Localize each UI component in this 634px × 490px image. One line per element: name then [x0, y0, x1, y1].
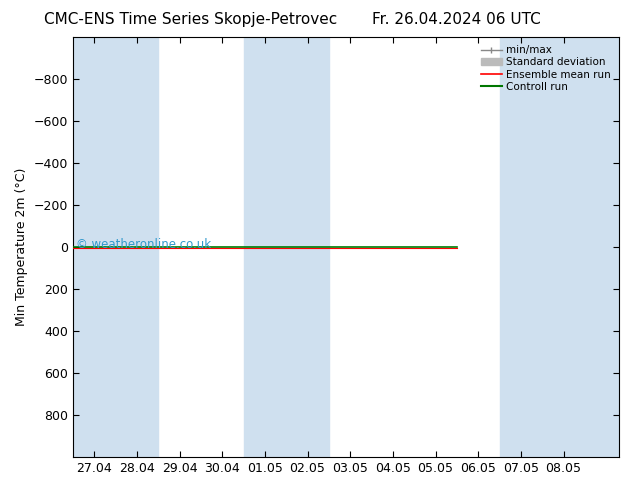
Bar: [500, 37, 585, 457]
Legend: min/max, Standard deviation, Ensemble mean run, Controll run: min/max, Standard deviation, Ensemble me…: [478, 42, 614, 95]
Text: © weatheronline.co.uk: © weatheronline.co.uk: [75, 239, 210, 251]
Bar: [243, 37, 329, 457]
Bar: [73, 37, 158, 457]
Text: Fr. 26.04.2024 06 UTC: Fr. 26.04.2024 06 UTC: [372, 12, 541, 27]
Bar: [585, 37, 628, 457]
Y-axis label: Min Temperature 2m (°C): Min Temperature 2m (°C): [15, 168, 28, 326]
Text: CMC-ENS Time Series Skopje-Petrovec: CMC-ENS Time Series Skopje-Petrovec: [44, 12, 337, 27]
